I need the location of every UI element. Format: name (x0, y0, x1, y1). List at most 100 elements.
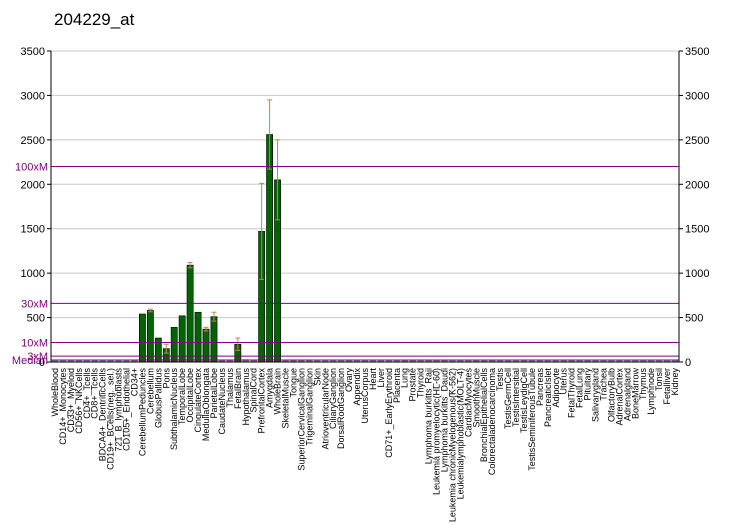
x-tick-label: Cerebellum (145, 368, 155, 414)
x-tick-label: FetalThyroid (567, 368, 577, 418)
x-tick-label: OlfactoryBulb (606, 368, 616, 422)
baseline-marker (640, 360, 647, 362)
bar (131, 360, 138, 362)
x-tick-label: Thalamus (225, 368, 235, 408)
x-tick-label: ParietalLobe (209, 368, 219, 419)
bar (250, 360, 257, 362)
x-tick-label: MedullaOblongata (201, 368, 211, 441)
x-tick-label: GlobusPallidus (153, 368, 163, 429)
x-tick-label: TestisLeydigCell (519, 368, 529, 433)
x-tick-label: 721_B_lymphoblasts (114, 368, 124, 452)
grid-layer (51, 50, 679, 319)
bar (226, 360, 233, 362)
baseline-marker (353, 360, 361, 362)
x-tick-label: CD56+_NKCells (74, 368, 84, 434)
x-tick-label: CD8+_Tcells (90, 368, 100, 419)
x-tick-label: DorsalRootGanglion (336, 368, 346, 449)
x-tick-label: SkeletalMuscle (281, 368, 291, 429)
x-tick-label: Fetalliver (662, 368, 672, 405)
x-tick-label: BDCA4+_DentriticCells (98, 368, 108, 462)
bar (290, 360, 297, 362)
baseline-marker (115, 360, 122, 362)
chart-title: 204229_at (54, 10, 135, 29)
x-tick-label: AtrioventricularNode (320, 368, 330, 450)
baseline-marker (608, 360, 615, 362)
x-tick-label: TrigeminalGanglion (304, 368, 314, 446)
baseline-marker (449, 360, 456, 362)
y-tick-label-right: 1500 (685, 224, 709, 236)
reference-line-label: 100xM (15, 162, 48, 174)
x-tick-label: Appendix (352, 368, 362, 406)
bar (489, 360, 496, 362)
y-tick-label-right: 1000 (685, 268, 709, 280)
bar (409, 360, 416, 362)
x-tick-label: Tongue (288, 368, 298, 398)
bar (425, 360, 432, 362)
y-tick-label-right: 3000 (685, 90, 709, 102)
x-tick-label: Thyroid (416, 368, 426, 398)
bar (139, 313, 146, 363)
x-tick-label: SpinalCord (249, 368, 259, 413)
y-tick-label-left: 500 (27, 313, 45, 325)
reference-line-label: Median (12, 355, 48, 367)
bar (242, 359, 249, 362)
y-tick-label-left: 2500 (21, 135, 45, 147)
baseline-marker (544, 360, 551, 362)
baseline-marker (592, 360, 599, 362)
bar (154, 337, 162, 363)
baseline-marker (465, 360, 472, 362)
x-tick-label: TestisIntersitial (511, 368, 521, 427)
x-tick-label: WholeBrain (273, 368, 283, 415)
x-tick-label: FetalLung (575, 368, 585, 408)
baseline-marker (457, 360, 464, 362)
bar (473, 360, 480, 362)
baseline-marker (656, 360, 663, 362)
x-tick-label: Placenta (392, 368, 402, 403)
x-tick-label: CD33+_Myeloid (66, 368, 76, 432)
baseline-marker (361, 360, 369, 362)
baseline-marker (393, 360, 400, 362)
x-tick-label: TemporalLobe (177, 368, 187, 425)
baseline-marker (59, 360, 67, 362)
baseline-marker (385, 360, 392, 362)
x-tick-label: CerebellumPeduncles (137, 368, 147, 457)
baseline-marker (75, 360, 82, 362)
baseline-marker (671, 360, 679, 362)
baseline-marker (481, 360, 488, 362)
bar (218, 360, 226, 362)
x-tick-label: Adrenalgland (622, 368, 632, 421)
reference-line-label: 10xM (21, 337, 48, 349)
x-tick-label: SmoothMuscle (471, 368, 481, 428)
y-tick-label-right: 2000 (685, 179, 709, 191)
baseline-marker (123, 360, 130, 362)
x-tick-label: CD34+ (129, 368, 139, 396)
baseline-marker (560, 360, 567, 362)
baseline-marker (576, 360, 583, 362)
baseline-marker (67, 360, 74, 362)
x-labels-layer: WholeBloodCD14+_MonocytesCD33+_MyeloidCD… (50, 368, 680, 523)
baseline-marker (369, 360, 377, 362)
x-tick-label: CaudateNucleus (217, 368, 227, 435)
baseline-marker (107, 360, 114, 362)
baseline-marker (377, 360, 384, 362)
bar (520, 360, 528, 362)
bar (568, 360, 575, 362)
x-tick-label: Pons (161, 368, 171, 389)
x-tick-label: Salivarygland (591, 368, 601, 422)
x-tick-label: CD14+_Monocytes (58, 368, 68, 445)
bars-layer (51, 99, 679, 363)
x-tick-label: TestisGermCell (503, 368, 513, 429)
x-tick-label: Pituitary (583, 368, 593, 401)
x-tick-label: CardiacMyocytes (463, 368, 473, 438)
bar (170, 327, 178, 363)
x-tick-label: BronchialEpithelialCells (479, 368, 489, 463)
x-tick-label: Uterus (559, 368, 569, 395)
baseline-marker (91, 360, 98, 362)
x-tick-label: Heart (368, 368, 378, 391)
y-tick-label-right: 2500 (685, 135, 709, 147)
baseline-marker (663, 360, 671, 362)
x-tick-label: PancreaticIslet (543, 368, 553, 428)
baseline-marker (497, 360, 504, 362)
